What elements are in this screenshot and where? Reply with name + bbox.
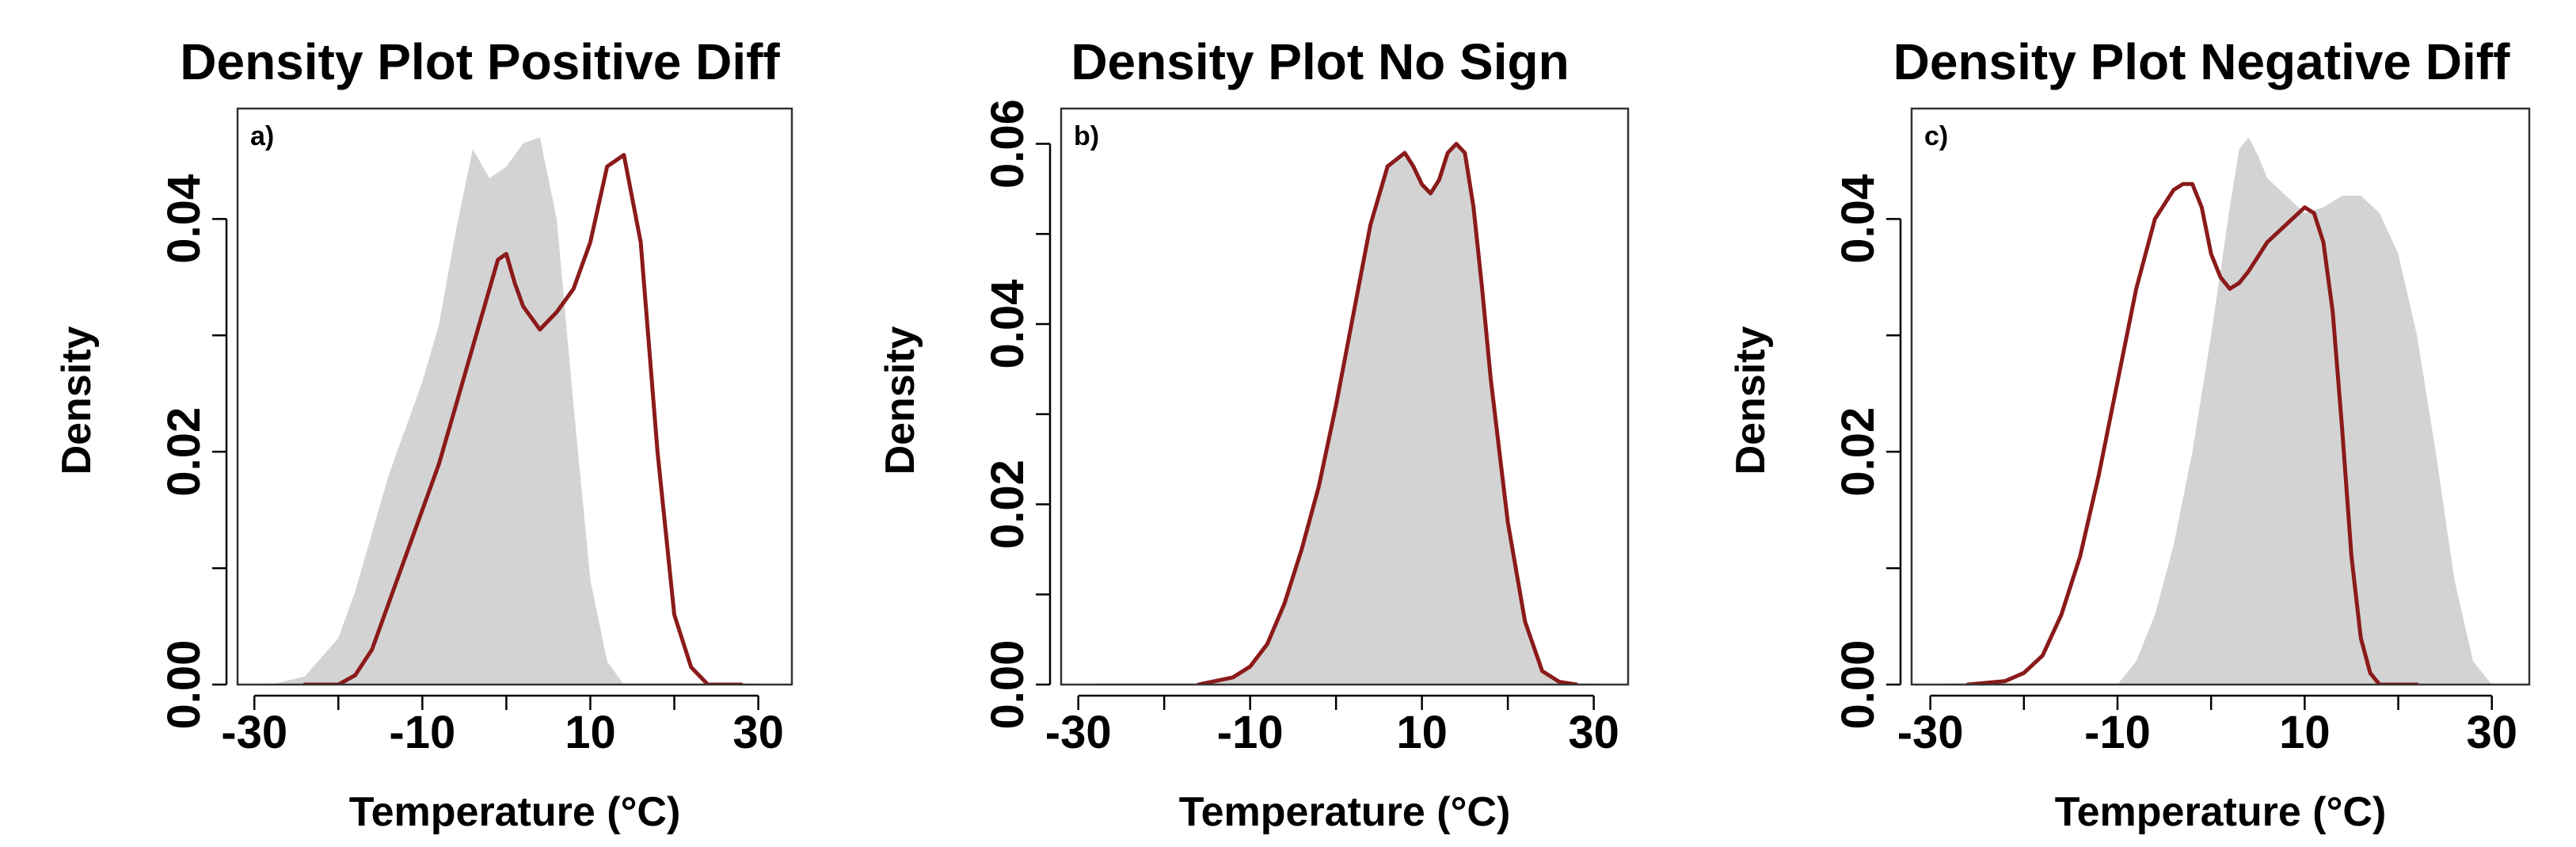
red-density-line [1197,142,1579,685]
y-axis-label: Density [54,326,100,475]
x-tick-label: 10 [2279,707,2331,758]
x-tick-label: 30 [2466,707,2517,758]
x-tick-label: -30 [1045,707,1112,758]
x-tick-label: -10 [1217,707,1284,758]
x-tick-label: 30 [732,707,784,758]
x-tick-label: -10 [2084,707,2151,758]
panel-letter: b) [1074,121,1099,151]
panel-letter: c) [1924,121,1948,151]
plot-frame [236,107,793,686]
grey-density-area [271,137,624,685]
x-tick-label: 10 [565,707,616,758]
x-axis-label: Temperature (°C) [349,789,681,835]
y-tick-label: 0.06 [982,99,1033,189]
panel-letter: a) [250,121,274,151]
x-axis-label: Temperature (°C) [2055,789,2387,835]
y-tick-label: 0.00 [1832,640,1884,730]
x-tick-label: -30 [1897,707,1964,758]
x-tick-label: 30 [1568,707,1619,758]
panel-1: Density Plot Positive Diff a) -30 -10 10 30 Te… [54,33,793,835]
y-tick-label: 0.04 [982,280,1033,369]
y-axis-label: Density [1728,326,1774,475]
panel-2: Density Plot No Sign b) -30 -10 10 30 Temperat… [877,33,1630,835]
plot-frame [1910,107,2531,686]
x-axis-label: Temperature (°C) [1179,789,1511,835]
x-tick-label: -30 [221,707,287,758]
x-tick-label: 10 [1396,707,1448,758]
y-tick-label: 0.00 [158,640,210,730]
panel-title: Density Plot No Sign [1071,33,1569,90]
red-density-line [302,153,744,685]
x-tick-label: -10 [389,707,455,758]
grey-density-area [2117,137,2492,685]
plot-frame [1060,107,1630,686]
y-tick-label: 0.02 [158,407,210,497]
y-tick-label: 0.04 [1832,174,1884,264]
panel-3: Density Plot Negative Diff c) -30 -10 10 30 Te… [1728,33,2531,835]
grey-density-area [1198,143,1577,685]
y-tick-label: 0.02 [1832,407,1884,497]
y-axis-label: Density [877,326,923,475]
y-tick-label: 0.02 [982,460,1033,549]
red-density-line [1965,181,2419,685]
panel-title: Density Plot Negative Diff [1893,33,2511,90]
y-tick-label: 0.00 [982,640,1033,730]
y-tick-label: 0.04 [158,174,210,264]
panel-title: Density Plot Positive Diff [180,33,780,90]
